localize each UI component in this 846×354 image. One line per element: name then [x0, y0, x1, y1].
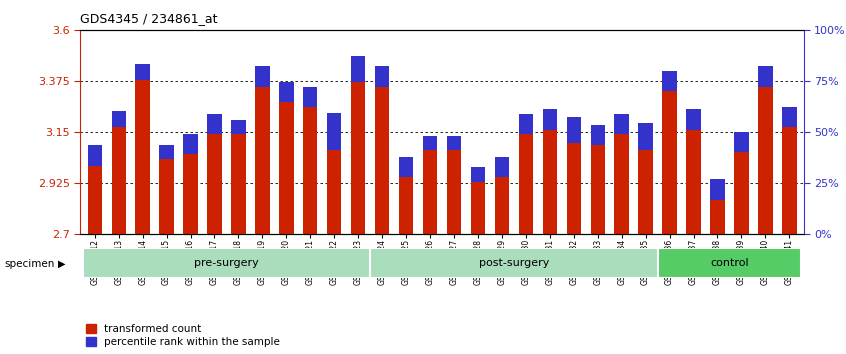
- Bar: [303, 107, 317, 234]
- Bar: [255, 66, 270, 87]
- Bar: [255, 87, 270, 234]
- Bar: [135, 80, 150, 234]
- Bar: [542, 109, 557, 130]
- Bar: [662, 91, 677, 234]
- Bar: [686, 130, 700, 234]
- Bar: [87, 145, 102, 166]
- Bar: [639, 124, 653, 150]
- Bar: [423, 136, 437, 150]
- Bar: [351, 82, 365, 234]
- Bar: [711, 200, 725, 234]
- Bar: [371, 248, 657, 278]
- Bar: [423, 150, 437, 234]
- Bar: [591, 125, 605, 145]
- Text: post-surgery: post-surgery: [479, 258, 549, 268]
- Bar: [135, 64, 150, 80]
- Bar: [279, 82, 294, 102]
- Bar: [447, 150, 461, 234]
- Legend: transformed count, percentile rank within the sample: transformed count, percentile rank withi…: [85, 324, 280, 347]
- Bar: [495, 177, 509, 234]
- Bar: [184, 154, 198, 234]
- Bar: [614, 134, 629, 234]
- Bar: [639, 150, 653, 234]
- Bar: [207, 114, 222, 134]
- Bar: [399, 157, 414, 177]
- Bar: [470, 167, 485, 182]
- Bar: [447, 136, 461, 150]
- Bar: [614, 114, 629, 134]
- Bar: [734, 152, 749, 234]
- Bar: [159, 159, 173, 234]
- Bar: [87, 166, 102, 234]
- Bar: [567, 117, 581, 143]
- Bar: [231, 120, 245, 134]
- Bar: [519, 114, 533, 134]
- Bar: [327, 150, 342, 234]
- Bar: [83, 248, 371, 278]
- Bar: [470, 182, 485, 234]
- Text: pre-surgery: pre-surgery: [194, 258, 259, 268]
- Bar: [375, 87, 389, 234]
- Bar: [279, 102, 294, 234]
- Bar: [657, 248, 801, 278]
- Bar: [159, 145, 173, 159]
- Bar: [567, 143, 581, 234]
- Bar: [327, 113, 342, 150]
- Bar: [231, 134, 245, 234]
- Text: ▶: ▶: [58, 259, 65, 269]
- Bar: [303, 87, 317, 107]
- Bar: [112, 127, 126, 234]
- Bar: [519, 134, 533, 234]
- Bar: [734, 132, 749, 152]
- Bar: [758, 66, 772, 87]
- Text: control: control: [710, 258, 749, 268]
- Text: specimen: specimen: [4, 259, 55, 269]
- Bar: [351, 56, 365, 82]
- Bar: [375, 66, 389, 87]
- Bar: [783, 107, 797, 127]
- Bar: [591, 145, 605, 234]
- Bar: [207, 134, 222, 234]
- Bar: [542, 130, 557, 234]
- Bar: [184, 134, 198, 154]
- Bar: [758, 87, 772, 234]
- Bar: [686, 109, 700, 130]
- Bar: [662, 71, 677, 91]
- Bar: [783, 127, 797, 234]
- Text: GDS4345 / 234861_at: GDS4345 / 234861_at: [80, 12, 218, 25]
- Bar: [399, 177, 414, 234]
- Bar: [495, 157, 509, 177]
- Bar: [112, 111, 126, 127]
- Bar: [711, 179, 725, 200]
